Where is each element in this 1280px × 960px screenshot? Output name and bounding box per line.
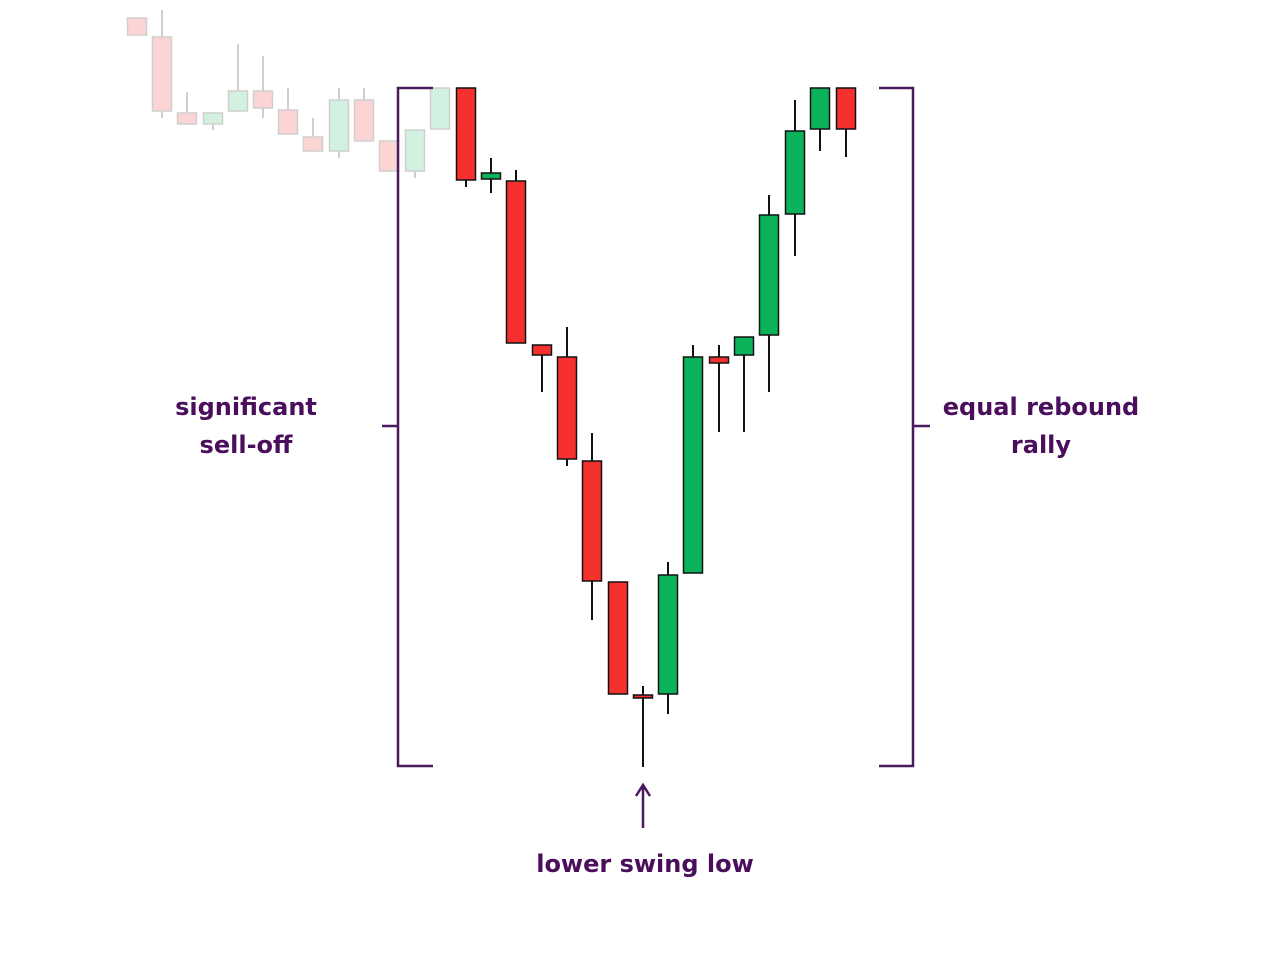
- label: lower swing low: [536, 850, 754, 878]
- candle-body: [455, 87, 477, 181]
- label: significant: [175, 393, 317, 421]
- candle-body: [809, 87, 831, 130]
- candle-body: [784, 130, 806, 215]
- candle-body: [556, 356, 578, 460]
- candle-body: [758, 214, 780, 336]
- candle-body: [176, 112, 198, 125]
- candle-body: [353, 99, 375, 142]
- candle-body: [429, 87, 451, 130]
- label: sell-off: [200, 431, 293, 459]
- candle-body: [657, 574, 679, 695]
- candle-body: [151, 36, 173, 112]
- candle-body: [607, 581, 629, 695]
- candle-body: [682, 356, 704, 574]
- candle-body: [505, 180, 527, 344]
- candle-body: [733, 336, 755, 356]
- candle-body: [708, 356, 730, 364]
- candle-body: [835, 87, 857, 130]
- candle-body: [378, 140, 400, 172]
- candle-body: [227, 90, 249, 112]
- candle-body: [302, 136, 324, 152]
- candle-body: [480, 172, 502, 180]
- candles: [126, 10, 857, 767]
- candle-body: [202, 112, 224, 125]
- candle-body: [126, 17, 148, 36]
- label: equal rebound: [943, 393, 1139, 421]
- label: rally: [1011, 431, 1071, 459]
- candle-body: [632, 694, 654, 699]
- candle-body: [581, 460, 603, 582]
- arrow: [634, 782, 652, 828]
- left-bracket: [382, 86, 433, 768]
- candle-body: [328, 99, 350, 152]
- candle-body: [277, 109, 299, 135]
- right-bracket: [879, 86, 930, 768]
- candle-body: [252, 90, 274, 109]
- candle-body: [531, 344, 553, 356]
- candle-body: [404, 129, 426, 172]
